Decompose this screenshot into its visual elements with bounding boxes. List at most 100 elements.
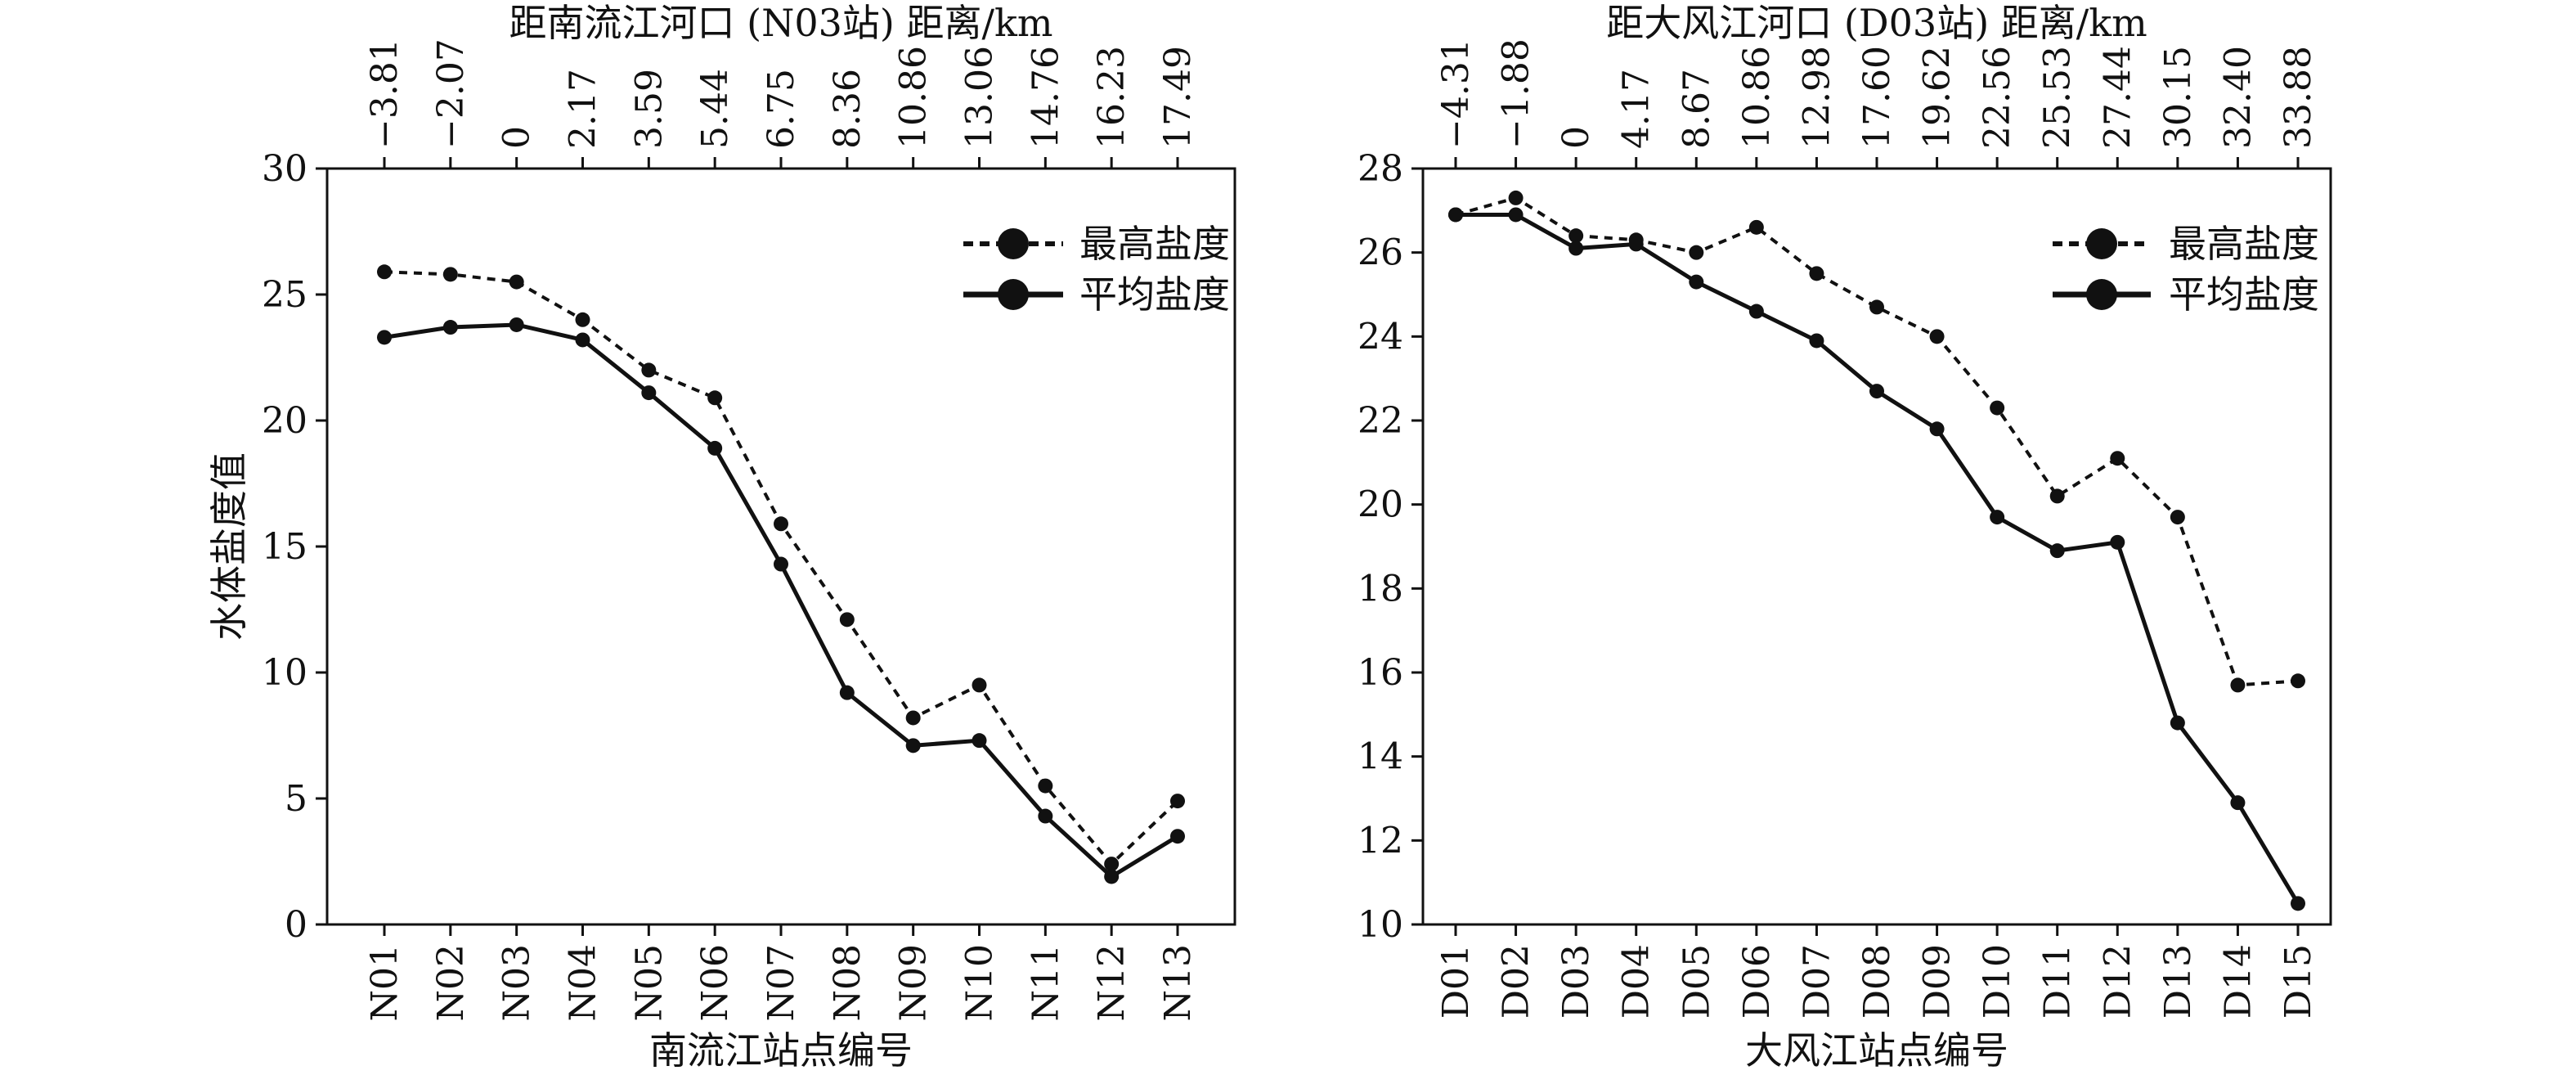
data-point [1104, 869, 1120, 884]
top-tick-label: −1.88 [1496, 38, 1537, 149]
y-tick-label: 26 [1358, 232, 1403, 274]
series-line-max-salinity [1455, 196, 2299, 687]
x-tick-label: N04 [563, 944, 604, 1022]
data-point [2049, 488, 2065, 504]
chart-panel-2: 10 12 14 16 18 20 22 24 26 28 D01 −4.31 D02 −1.88 D03 0… [1358, 1, 2332, 1073]
data-point [2110, 534, 2125, 550]
data-point [377, 330, 392, 345]
x-tick-label: D13 [2157, 944, 2199, 1019]
legend-swatch-marker [998, 279, 1029, 310]
x-tick-label: D07 [1796, 944, 1838, 1019]
y-tick-label: 0 [285, 904, 307, 946]
y-tick-label: 20 [1358, 484, 1403, 526]
top-tick-label: 14.76 [1025, 46, 1066, 149]
data-point [509, 274, 524, 290]
data-point [1038, 808, 1053, 824]
data-point [1809, 333, 1824, 349]
data-point [1748, 304, 1764, 319]
top-tick-label: 10.86 [1736, 46, 1778, 149]
data-point [1104, 857, 1120, 872]
top-tick-label: 19.62 [1917, 46, 1959, 149]
legend-label: 最高盐度 [2169, 222, 2319, 266]
data-point [707, 440, 723, 456]
x-tick-label: N08 [827, 944, 868, 1022]
data-point [1869, 299, 1884, 315]
top-tick-label: 0 [1555, 126, 1597, 149]
data-point [707, 390, 723, 406]
data-point [1929, 329, 1945, 344]
y-tick-label: 15 [262, 526, 307, 568]
data-point [1748, 219, 1764, 235]
data-point [575, 332, 590, 348]
data-point [1170, 829, 1185, 844]
top-tick-label: 33.88 [2278, 46, 2319, 149]
data-point [1689, 274, 1704, 290]
x-tick-label: D14 [2217, 944, 2259, 1019]
data-point [905, 738, 921, 753]
data-point [1568, 228, 1584, 244]
data-point [839, 612, 855, 627]
top-tick-label: −2.07 [430, 38, 472, 149]
top-tick-label: 5.44 [694, 69, 736, 149]
top-tick-label: 30.15 [2157, 46, 2199, 149]
data-point [2170, 510, 2185, 525]
x-tick-label: D10 [1977, 944, 2018, 1019]
y-tick-label: 25 [262, 274, 307, 316]
data-point [1038, 778, 1053, 794]
x-tick-label: D11 [2037, 944, 2079, 1019]
data-point [2049, 543, 2065, 559]
data-point [2110, 451, 2125, 466]
data-point [641, 362, 657, 378]
x-tick-label: D02 [1496, 944, 1537, 1019]
data-point [1568, 241, 1584, 256]
legend-swatch-marker [998, 228, 1029, 259]
top-tick-label: 4.17 [1616, 69, 1658, 149]
data-point [575, 312, 590, 327]
y-tick-label: 30 [262, 148, 307, 190]
data-point [1170, 794, 1185, 809]
legend-label: 平均盐度 [2169, 272, 2319, 317]
data-point [1929, 421, 1945, 437]
data-point [774, 516, 788, 532]
data-point [774, 556, 788, 572]
top-tick-label: 27.44 [2097, 46, 2138, 149]
y-axis-title: 水体盐度值 [207, 452, 251, 641]
x-tick-label: D04 [1616, 944, 1658, 1019]
x-tick-label: D12 [2097, 944, 2138, 1019]
data-point [1628, 236, 1644, 252]
top-tick-label: −3.81 [364, 38, 406, 149]
top-tick-label: 10.86 [893, 46, 935, 149]
x-tick-label: D01 [1435, 944, 1477, 1019]
x-tick-label: N11 [1025, 944, 1066, 1022]
y-tick-label: 12 [1358, 820, 1403, 861]
y-tick-label: 5 [285, 778, 307, 820]
data-point [905, 710, 921, 726]
data-point [442, 320, 458, 335]
top-axis-title: 距南流江河口 (N03站) 距离/km [509, 1, 1053, 45]
x-tick-label: N01 [364, 944, 406, 1022]
top-tick-label: 8.67 [1676, 69, 1717, 149]
y-tick-label: 10 [1358, 904, 1403, 946]
x-tick-label: N07 [761, 944, 802, 1022]
x-axis-title: 南流江站点编号 [649, 1028, 913, 1073]
data-point [1990, 400, 2005, 416]
x-tick-label: N02 [430, 944, 472, 1022]
data-point [2230, 795, 2246, 811]
x-tick-label: D15 [2278, 944, 2319, 1019]
data-point [442, 267, 458, 282]
top-tick-label: 13.06 [959, 46, 1001, 149]
x-tick-label: N12 [1091, 944, 1133, 1022]
top-tick-label: 16.23 [1091, 46, 1133, 149]
data-point [1508, 190, 1524, 205]
top-tick-label: 6.75 [761, 69, 802, 149]
x-axis-title: 大风江站点编号 [1745, 1028, 2008, 1073]
x-tick-label: N13 [1157, 944, 1199, 1022]
data-point [1508, 207, 1524, 223]
top-tick-label: 25.53 [2037, 46, 2079, 149]
series-line-mean-salinity [384, 322, 1179, 879]
data-point [641, 385, 657, 401]
x-tick-label: D06 [1736, 944, 1778, 1019]
legend-swatch-marker [2086, 228, 2117, 259]
